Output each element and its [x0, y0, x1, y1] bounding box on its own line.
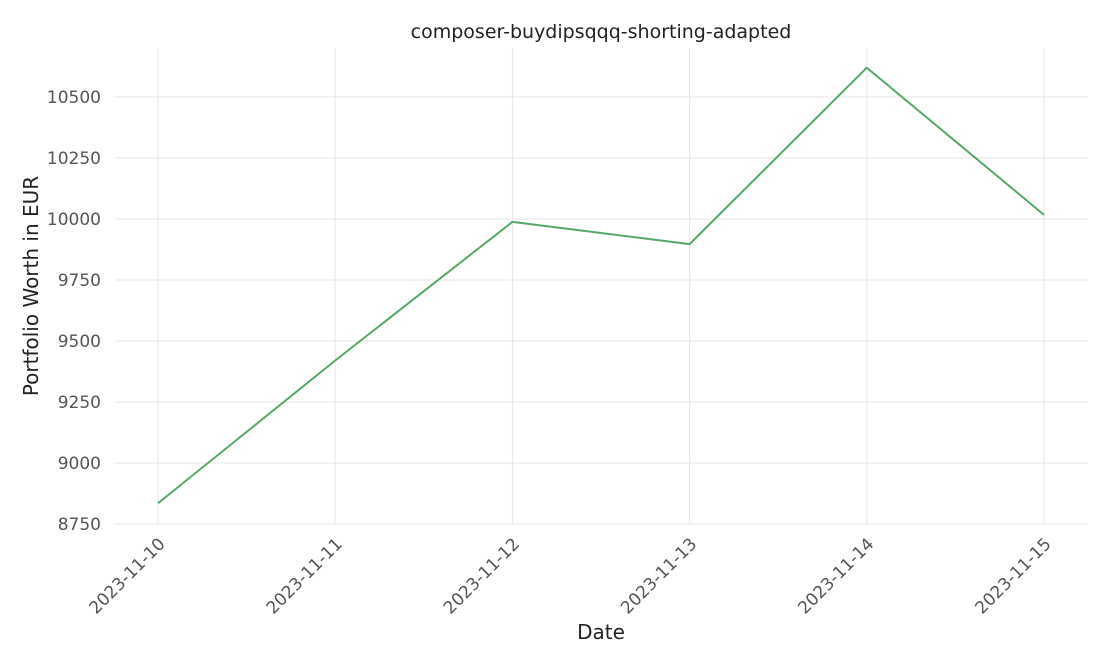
- y-tick-label: 9250: [58, 393, 101, 413]
- x-tick-label: 2023-11-15: [972, 534, 1056, 618]
- y-tick-label: 10250: [47, 149, 101, 169]
- y-tick-label: 9500: [58, 332, 101, 352]
- y-tick-label: 10500: [47, 88, 101, 108]
- x-tick-label: 2023-11-10: [86, 534, 170, 618]
- x-tick-label: 2023-11-13: [617, 534, 701, 618]
- y-tick-label: 8750: [58, 515, 101, 535]
- x-tick-label: 2023-11-11: [263, 534, 347, 618]
- x-tick-labels: 2023-11-10 2023-11-11 2023-11-12 2023-11-13…: [86, 534, 1056, 618]
- series-layer: [157, 66, 1045, 505]
- y-tick-label: 10000: [47, 210, 101, 230]
- x-axis-title: Date: [577, 620, 625, 644]
- y-tick-label: 9000: [58, 454, 101, 474]
- y-tick-label: 9750: [58, 271, 101, 291]
- x-tick-label: 2023-11-12: [440, 534, 524, 618]
- y-tick-labels: 8750 9000 9250 9500 9750 10000 10250 10500: [47, 88, 101, 535]
- series-line: [157, 66, 1045, 505]
- grid-layer: [115, 48, 1088, 525]
- chart-title: composer-buydipsqqq-shorting-adapted: [411, 21, 792, 43]
- y-axis-title: Portfolio Worth in EUR: [19, 176, 43, 396]
- x-tick-label: 2023-11-14: [794, 534, 878, 618]
